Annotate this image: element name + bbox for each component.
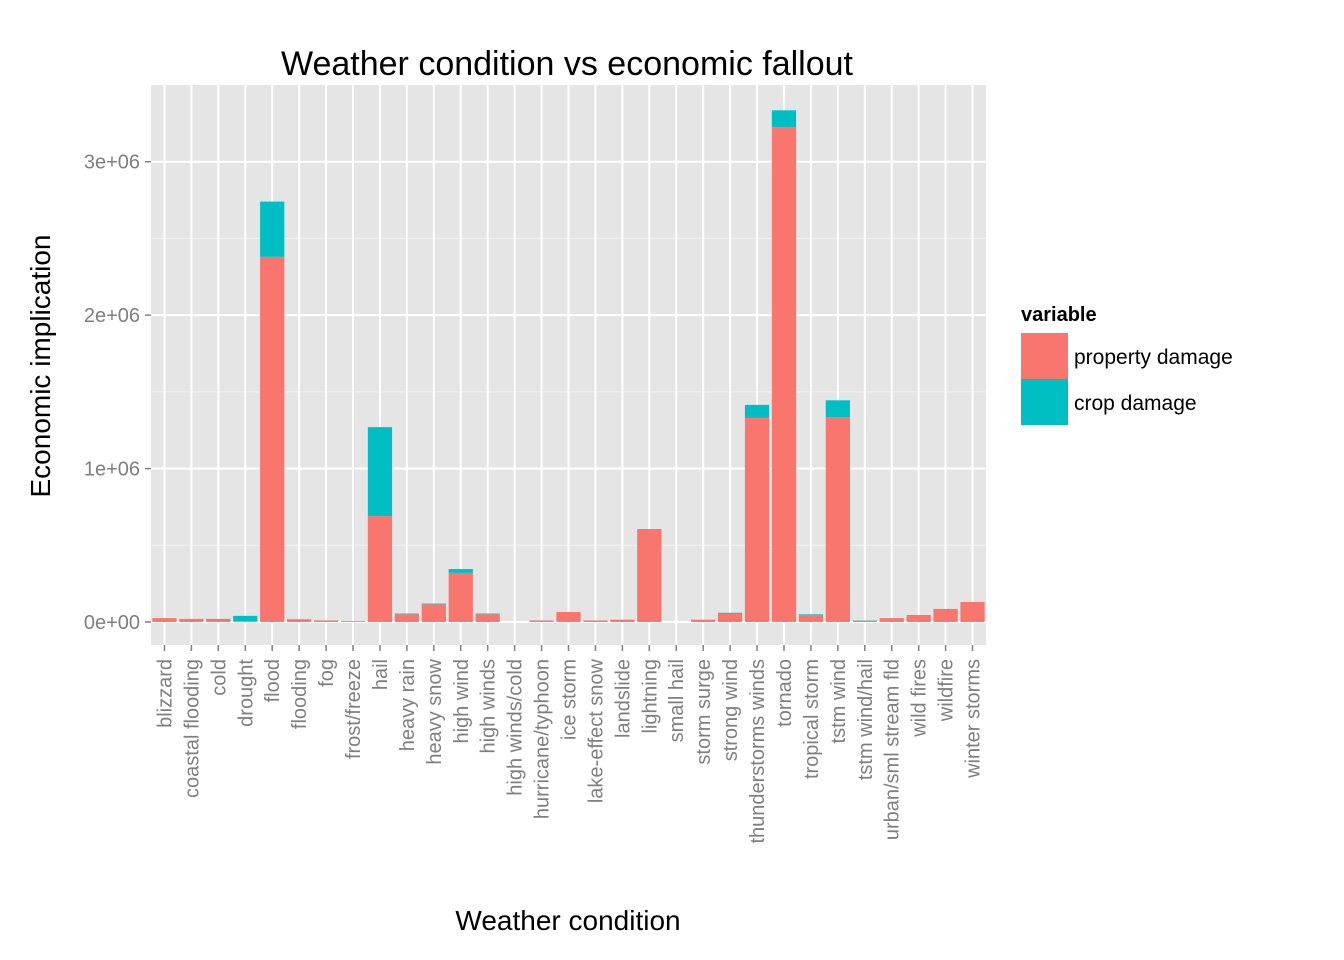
bar-property-damage [610, 619, 635, 622]
grid-lines [151, 85, 986, 645]
bar-property-damage [906, 615, 931, 622]
x-tick-label: strong wind [720, 659, 742, 761]
x-tick-label: flood [262, 659, 284, 702]
bar-property-damage [421, 604, 446, 622]
y-axis: 0e+00 1e+06 2e+06 3e+06 [84, 152, 151, 634]
x-tick-label: cold [208, 659, 230, 696]
bar-property-damage [394, 614, 420, 622]
bar-crop-damage [206, 618, 231, 620]
y-tick-label: 3e+06 [84, 152, 140, 174]
x-tick-label: coastal flooding [181, 659, 203, 798]
bar-property-damage [771, 127, 797, 622]
bar-property-damage [313, 620, 339, 622]
bar-crop-damage [421, 603, 446, 605]
x-tick-label: storm surge [693, 659, 715, 765]
x-tick-label: heavy rain [397, 659, 419, 751]
x-tick-label: high wind [451, 659, 473, 744]
bar-property-damage [960, 602, 985, 622]
x-tick-label: blizzard [154, 659, 176, 728]
x-tick-label: lightning [639, 659, 661, 734]
bar-crop-damage [906, 615, 931, 616]
x-tick-label: heavy snow [424, 658, 446, 764]
bar-property-damage [933, 608, 958, 622]
bar-crop-damage [637, 529, 662, 530]
x-tick-label: hurricane/typhoon [532, 659, 554, 819]
bar-property-damage [825, 417, 850, 622]
x-tick-label: fog [316, 659, 338, 687]
bar-crop-damage [475, 613, 500, 615]
bar-crop-damage [771, 110, 797, 128]
x-tick-label: wildfire [936, 659, 958, 722]
bar-crop-damage [825, 400, 850, 418]
x-tick-label: wild fires [909, 659, 931, 738]
x-axis: blizzard coastal flooding cold drought flood… [154, 645, 985, 844]
x-tick-label: landslide [612, 659, 634, 738]
y-tick-label: 2e+06 [84, 305, 140, 327]
legend-key-crop [1021, 379, 1068, 425]
bar-crop-damage [717, 612, 743, 614]
bar-property-damage [744, 417, 770, 622]
bar-crop-damage [448, 569, 473, 573]
x-tick-label: tornado [774, 659, 796, 727]
y-axis-title: Economic implication [25, 235, 56, 498]
x-tick-label: high winds/cold [505, 659, 527, 796]
legend: variable property damage crop damage [1021, 304, 1233, 425]
x-tick-label: lake-effect snow [585, 658, 607, 803]
bar-property-damage [179, 618, 204, 622]
bar-crop-damage [233, 615, 258, 622]
bar-property-damage [233, 621, 258, 622]
bar-property-damage [475, 614, 500, 622]
bar-crop-damage [394, 613, 420, 615]
x-tick-label: winter storms [963, 659, 985, 779]
bar-property-damage [367, 516, 393, 622]
x-tick-label: frost/freeze [343, 659, 365, 759]
chart-title: Weather condition vs economic fallout [281, 45, 854, 83]
bar-property-damage [529, 620, 554, 622]
bar-property-damage [260, 256, 285, 622]
bar-property-damage [448, 572, 473, 622]
legend-title: variable [1021, 304, 1097, 326]
x-tick-label: thunderstorms winds [747, 659, 769, 844]
bar-property-damage [691, 619, 716, 622]
y-tick-label: 1e+06 [84, 459, 140, 481]
x-tick-label: tropical storm [801, 659, 823, 779]
bar-property-damage [287, 619, 312, 622]
legend-label-crop: crop damage [1074, 392, 1197, 415]
bar-property-damage [798, 615, 824, 622]
x-tick-label: high winds [478, 659, 500, 754]
bar-property-damage [206, 619, 231, 622]
legend-key-property [1021, 333, 1068, 379]
bar-crop-damage [798, 614, 824, 616]
x-axis-title: Weather condition [455, 905, 680, 936]
x-tick-label: flooding [289, 659, 311, 729]
bar-property-damage [583, 620, 608, 622]
legend-label-property: property damage [1074, 346, 1233, 369]
x-tick-label: small hail [666, 659, 688, 742]
bar-property-damage [637, 529, 662, 622]
bar-property-damage [152, 618, 177, 622]
bar-property-damage [852, 620, 877, 622]
x-tick-label: urban/sml stream fld [882, 659, 904, 840]
bar-crop-damage [260, 201, 285, 257]
bars [152, 110, 985, 622]
y-tick-label: 0e+00 [84, 612, 140, 634]
x-tick-label: tstm wind [828, 659, 850, 743]
x-tick-label: tstm wind/hail [855, 659, 877, 780]
bar-crop-damage [367, 427, 393, 517]
bar-property-damage [879, 618, 904, 622]
bar-property-damage [556, 612, 581, 622]
x-tick-label: ice storm [559, 659, 581, 740]
x-tick-label: hail [370, 659, 392, 690]
bar-crop-damage [744, 404, 770, 418]
bar-property-damage [717, 613, 743, 622]
x-tick-label: drought [235, 659, 257, 727]
